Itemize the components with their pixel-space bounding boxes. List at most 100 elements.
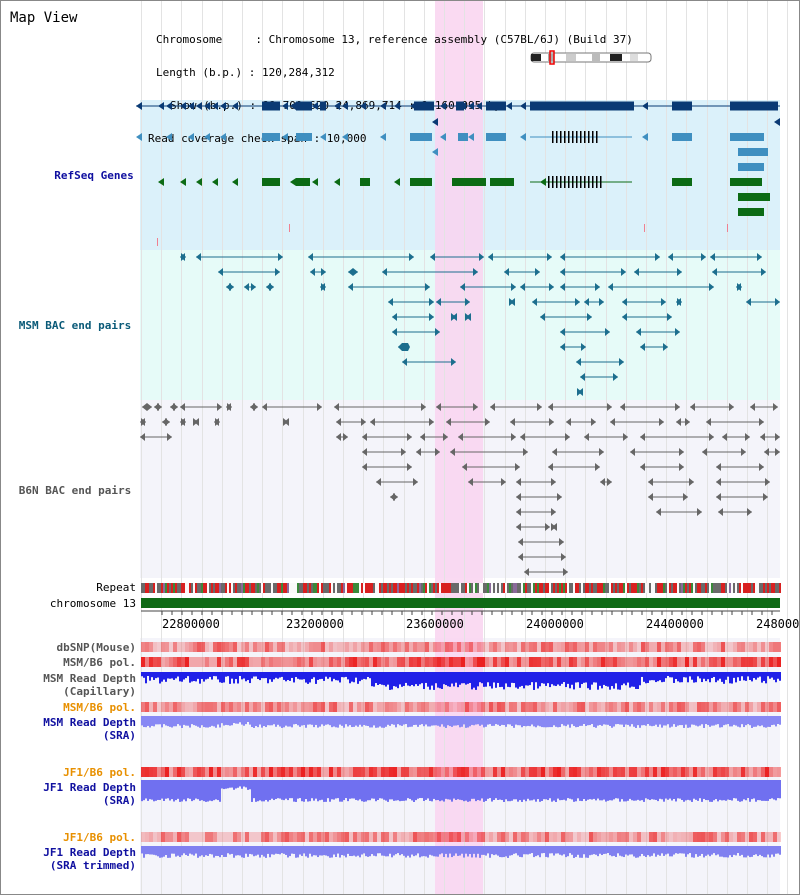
read-depth-bar (281, 716, 283, 728)
polymorphism-cell (613, 657, 617, 667)
polymorphism-cell (381, 657, 385, 667)
read-depth-bar (571, 672, 573, 685)
read-depth-bar (193, 716, 195, 726)
label-msm-bac[interactable]: MSM BAC end pairs (18, 319, 132, 332)
polymorphism-cell (621, 642, 625, 652)
grid-line (787, 0, 788, 895)
read-depth-bar (545, 716, 547, 728)
read-depth-bar (713, 780, 715, 801)
read-depth-bar (579, 716, 581, 726)
polymorphism-cell (449, 767, 453, 777)
polymorphism-cell (721, 767, 725, 777)
polymorphism-cell (289, 767, 293, 777)
read-depth-bar (415, 780, 417, 801)
repeat-segment (739, 583, 741, 593)
polymorphism-cell (497, 832, 501, 842)
polymorphism-cell (485, 657, 489, 667)
read-depth-bar (629, 846, 631, 855)
b6n-bac-pair-end (520, 433, 525, 441)
polymorphism-cell (333, 767, 337, 777)
read-depth-bar (641, 716, 643, 726)
repeat-segment (235, 583, 237, 593)
read-depth-bar (409, 716, 411, 727)
read-depth-bar (175, 716, 177, 727)
read-depth-bar (591, 846, 593, 855)
repeat-segment (571, 583, 573, 593)
read-depth-bar (741, 672, 743, 677)
msm-bac-pair-end (430, 253, 435, 261)
grid-line (585, 0, 586, 895)
read-depth-bar (647, 716, 649, 725)
read-depth-bar (441, 846, 443, 854)
read-depth-bar (465, 672, 467, 685)
read-depth-bar (513, 780, 515, 800)
polymorphism-cell (489, 832, 493, 842)
read-depth-bar (775, 846, 777, 854)
repeat-segment (291, 583, 293, 593)
read-depth-bar (683, 716, 685, 728)
polymorphism-cell (757, 832, 761, 842)
read-depth-bar (493, 716, 495, 726)
polymorphism-cell (397, 702, 401, 712)
read-depth-bar (537, 672, 539, 689)
polymorphism-cell (393, 702, 397, 712)
polymorphism-cell (381, 767, 385, 777)
polymorphism-cell (165, 832, 169, 842)
polymorphism-cell (397, 657, 401, 667)
read-depth-bar (717, 780, 719, 802)
read-depth-bar (417, 846, 419, 854)
polymorphism-cell (453, 832, 457, 842)
label-b6n-bac[interactable]: B6N BAC end pairs (18, 484, 132, 497)
msm-bac-pair-end (576, 358, 581, 366)
polymorphism-cell (677, 657, 681, 667)
read-depth-bar (335, 846, 337, 858)
repeat-segment (373, 583, 375, 593)
read-depth-bar (279, 716, 281, 727)
polymorphism-cell (325, 642, 329, 652)
highlight-region[interactable] (435, 0, 483, 895)
polymorphism-cell (641, 767, 645, 777)
polymorphism-cell (265, 642, 269, 652)
refseq-gene-block (490, 178, 514, 186)
repeat-segment (549, 583, 551, 593)
polymorphism-cell (281, 702, 285, 712)
read-depth-bar (593, 716, 595, 728)
read-depth-bar (601, 672, 603, 689)
read-depth-bar (363, 846, 365, 854)
polymorphism-cell (641, 642, 645, 652)
read-depth-bar (565, 780, 567, 801)
repeat-segment (457, 583, 459, 593)
read-depth-bar (219, 846, 221, 858)
polymorphism-cell (145, 702, 149, 712)
read-depth-bar (149, 672, 151, 681)
read-depth-bar (655, 846, 657, 857)
read-depth-bar (293, 780, 295, 802)
label-refseq[interactable]: RefSeq Genes (54, 169, 134, 182)
read-depth-bar (455, 672, 457, 683)
polymorphism-cell (441, 832, 445, 842)
read-depth-bar (777, 846, 779, 854)
read-depth-bar (491, 672, 493, 689)
refseq-gene-block (360, 178, 370, 186)
repeat-segment (585, 583, 587, 593)
read-depth-bar (219, 672, 221, 683)
read-depth-bar (465, 780, 467, 801)
read-depth-bar (497, 780, 499, 800)
read-depth-bar (457, 672, 459, 688)
read-depth-bar (697, 716, 699, 727)
repeat-segment (255, 583, 257, 593)
polymorphism-cell (597, 657, 601, 667)
read-depth-bar (199, 672, 201, 684)
polymorphism-cell (517, 702, 521, 712)
repeat-segment (305, 583, 307, 593)
read-depth-bar (191, 716, 193, 725)
polymorphism-cell (697, 702, 701, 712)
read-depth-bar (695, 846, 697, 855)
polymorphism-cell (209, 832, 213, 842)
polymorphism-cell (353, 832, 357, 842)
repeat-segment (323, 583, 325, 593)
read-depth-bar (153, 672, 155, 680)
msm-bac-pair-end (613, 373, 618, 381)
read-depth-bar (259, 846, 261, 858)
